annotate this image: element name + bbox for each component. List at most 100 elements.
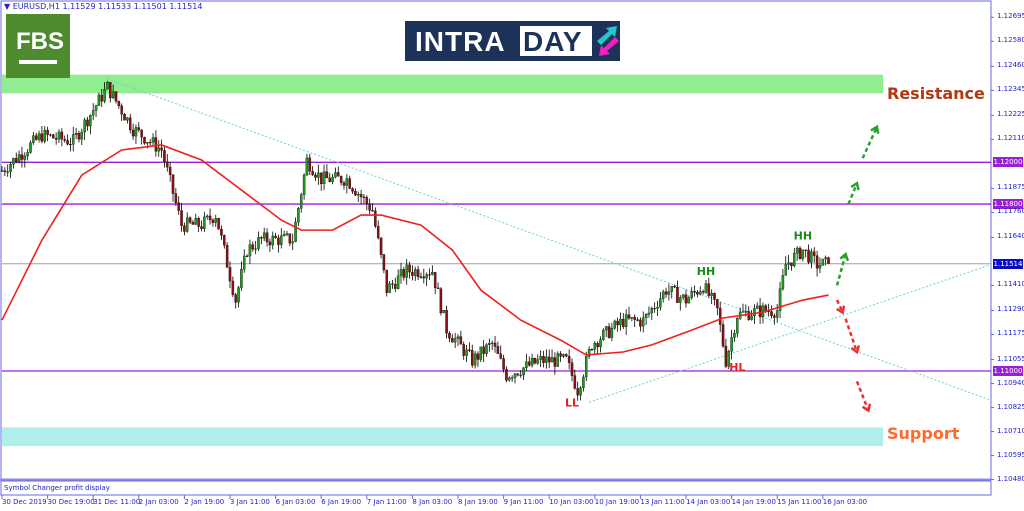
collapse-triangle-icon[interactable]: ▼ [4, 2, 13, 11]
bullish-candle [242, 255, 246, 270]
bearish-arrow-icon-head [850, 345, 861, 355]
bearish-candle [790, 262, 793, 267]
bullish-candle [442, 310, 445, 314]
bearish-candle [499, 353, 502, 359]
bullish-candle [630, 317, 634, 319]
bullish-candle [778, 288, 782, 311]
bullish-candle [810, 251, 813, 263]
price-axis-label: 1.10480 [997, 474, 1024, 483]
bullish-candle [282, 234, 286, 236]
price-axis-label: 1.12225 [997, 110, 1024, 119]
time-axis-label: 31 Dec 11:00 [93, 498, 141, 506]
bullish-candle [237, 287, 240, 303]
bearish-candle [565, 354, 568, 357]
bearish-candle [14, 158, 18, 162]
bearish-candle [428, 274, 431, 276]
bullish-arrow-icon-head [839, 251, 850, 262]
bullish-candle [388, 283, 391, 293]
bearish-candle [459, 336, 463, 345]
bearish-candle [60, 131, 64, 140]
time-axis-label: 2 Jan 03:00 [138, 498, 179, 506]
bearish-candle [109, 82, 112, 99]
bearish-candle [117, 101, 121, 107]
bearish-candle [54, 138, 58, 140]
fbs-logo-text: FBS [16, 28, 64, 55]
bullish-candle [545, 356, 548, 363]
bullish-candle [556, 353, 560, 367]
bearish-candle [163, 150, 166, 162]
bullish-candle [488, 343, 491, 345]
bearish-candle [160, 147, 163, 151]
bullish-candle [49, 134, 52, 136]
bearish-candle [371, 210, 374, 212]
bullish-candle [205, 215, 209, 218]
price-axis-label: 1.11290 [997, 305, 1024, 314]
bullish-candle [203, 216, 206, 229]
bullish-candle [317, 172, 320, 178]
bullish-candle [585, 356, 588, 378]
bearish-candle [197, 218, 200, 227]
bullish-candle [650, 308, 654, 314]
bullish-candle [72, 134, 75, 145]
bearish-candle [180, 210, 183, 226]
bearish-candle [747, 311, 750, 320]
bullish-candle [730, 337, 733, 352]
bearish-candle [40, 133, 44, 142]
bearish-candle [251, 244, 255, 250]
bullish-candle [536, 359, 540, 364]
bearish-candle [77, 133, 81, 140]
bearish-candle [713, 293, 716, 300]
bearish-candle [154, 137, 158, 152]
bearish-candle [342, 182, 346, 186]
bearish-candle [701, 291, 705, 293]
swing-annotation: HH [697, 265, 715, 278]
bullish-candle [741, 311, 745, 313]
price-axis-label: 1.11175 [997, 329, 1024, 338]
bullish-candle [43, 129, 47, 142]
bullish-candle [465, 349, 468, 356]
bullish-candle [240, 269, 243, 288]
bullish-candle [670, 286, 674, 292]
bearish-candle [505, 369, 508, 381]
bearish-candle [721, 324, 725, 347]
bullish-candle [525, 361, 528, 368]
bearish-candle [325, 171, 329, 179]
bearish-candle [220, 229, 223, 236]
bullish-candle [302, 174, 306, 195]
bearish-candle [576, 388, 579, 396]
bullish-candle [305, 157, 309, 176]
bearish-candle [553, 357, 557, 367]
bearish-candle [46, 129, 49, 135]
support-label: Support [887, 424, 960, 443]
bullish-candle [510, 377, 514, 379]
bullish-candle [818, 265, 822, 269]
bearish-candle [673, 286, 676, 288]
bullish-candle [299, 194, 303, 209]
bullish-candle [80, 131, 84, 140]
bearish-candle [636, 319, 639, 321]
bearish-candle [200, 226, 203, 229]
bullish-candle [26, 152, 29, 157]
bullish-arrow-icon [835, 253, 847, 286]
bullish-candle [97, 94, 101, 106]
bearish-candle [20, 154, 24, 160]
bullish-candle [257, 237, 260, 249]
bullish-candle [784, 264, 788, 276]
bearish-candle [362, 196, 366, 198]
bearish-candle [177, 202, 180, 211]
bullish-candle [334, 172, 337, 178]
indicator-panel-border [0, 480, 992, 496]
bullish-candle [453, 338, 457, 343]
price-axis-label: 1.12345 [997, 85, 1024, 94]
bullish-candle [103, 89, 106, 102]
bearish-candle [718, 307, 722, 325]
bearish-candle [391, 283, 394, 285]
bearish-candle [468, 349, 471, 351]
bearish-candle [773, 315, 776, 318]
bearish-candle [627, 314, 631, 319]
bearish-candle [288, 233, 292, 244]
bearish-candle [408, 264, 411, 273]
bullish-candle [793, 253, 796, 267]
bearish-candle [183, 225, 186, 232]
